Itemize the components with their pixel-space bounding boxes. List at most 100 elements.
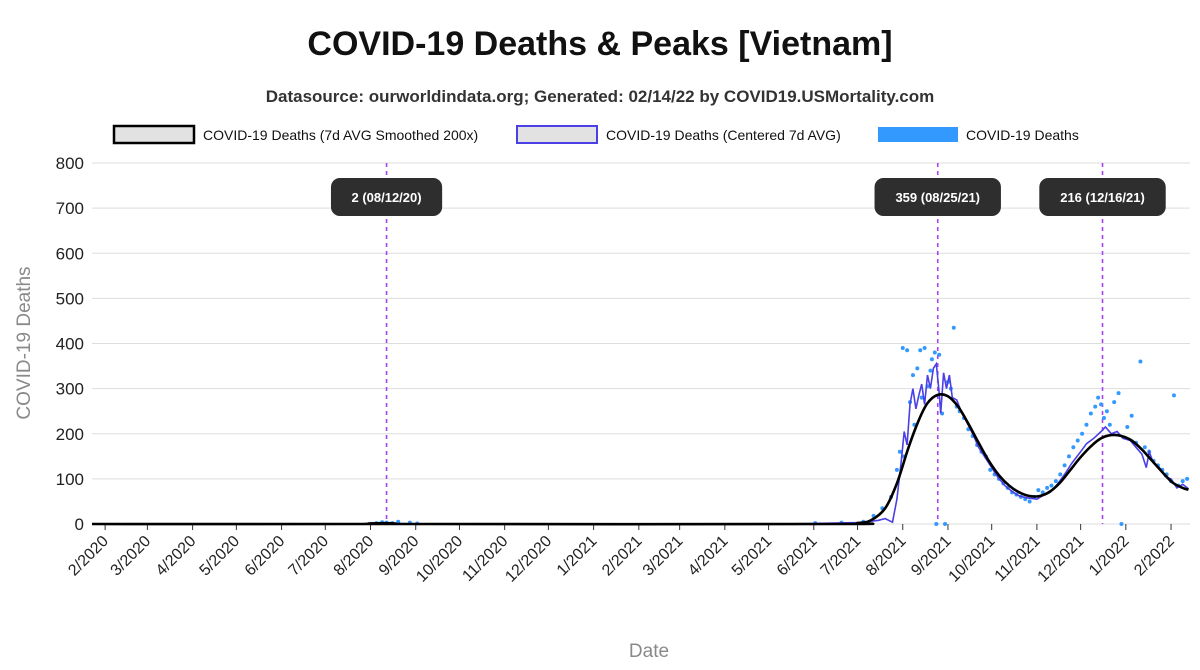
x-tick-label: 12/2021 bbox=[1035, 533, 1088, 586]
legend-swatch-deaths bbox=[878, 127, 958, 142]
deaths-point bbox=[905, 348, 910, 353]
deaths-point bbox=[910, 373, 915, 378]
deaths-point bbox=[1107, 422, 1112, 427]
deaths-point bbox=[1080, 431, 1085, 436]
x-tick-label: 2/2020 bbox=[65, 533, 112, 580]
chart-title: COVID-19 Deaths & Peaks [Vietnam] bbox=[307, 25, 892, 63]
x-tick-label: 2/2021 bbox=[599, 533, 646, 580]
x-tick-label: 11/2020 bbox=[459, 533, 511, 585]
deaths-point bbox=[1142, 445, 1147, 450]
peak-label-box bbox=[330, 178, 443, 216]
deaths-point bbox=[1088, 411, 1093, 416]
x-tick-label: 5/2021 bbox=[729, 533, 776, 580]
x-tick-label: 7/2020 bbox=[286, 533, 333, 580]
deaths-point bbox=[1099, 402, 1104, 407]
y-axis-label: COVID-19 Deaths bbox=[14, 266, 35, 419]
deaths-point bbox=[988, 467, 993, 472]
deaths-point bbox=[934, 522, 939, 526]
deaths-point bbox=[894, 467, 899, 472]
deaths-point bbox=[1129, 413, 1134, 418]
deaths-point bbox=[1101, 415, 1106, 420]
x-tick-label: 6/2021 bbox=[774, 533, 821, 580]
x-tick-label: 10/2021 bbox=[946, 533, 999, 586]
deaths-point bbox=[1049, 483, 1054, 488]
x-tick-label: 8/2020 bbox=[331, 533, 378, 580]
deaths-point bbox=[922, 346, 927, 351]
deaths-point bbox=[1112, 400, 1117, 405]
deaths-point bbox=[1053, 479, 1058, 484]
x-axis-label: Date bbox=[629, 641, 669, 662]
deaths-point bbox=[1071, 445, 1076, 450]
deaths-point bbox=[932, 350, 937, 355]
deaths-point bbox=[1180, 479, 1185, 484]
deaths-point bbox=[929, 357, 934, 362]
legend: COVID-19 Deaths (7d AVG Smoothed 200x) C… bbox=[112, 124, 1079, 145]
deaths-point bbox=[1104, 409, 1109, 414]
y-axis-ticks: 0 100 200 300 400 500 600 700 800 bbox=[56, 154, 84, 534]
y-tick-label: 600 bbox=[56, 244, 84, 263]
x-tick-label: 10/2020 bbox=[413, 533, 466, 586]
x-tick-label: 3/2021 bbox=[640, 533, 687, 580]
x-tick-label: 7/2021 bbox=[818, 533, 865, 580]
y-tick-label: 500 bbox=[56, 289, 84, 308]
y-tick-label: 700 bbox=[56, 199, 84, 218]
deaths-point bbox=[1096, 395, 1101, 400]
y-tick-label: 0 bbox=[75, 515, 84, 534]
y-tick-label: 100 bbox=[56, 470, 84, 489]
deaths-point bbox=[1116, 391, 1121, 396]
x-tick-label: 4/2020 bbox=[153, 533, 200, 580]
legend-label-smoothed: COVID-19 Deaths (7d AVG Smoothed 200x) bbox=[203, 127, 478, 143]
x-tick-label: 11/2021 bbox=[992, 533, 1044, 585]
x-tick-label: 3/2020 bbox=[108, 533, 155, 580]
deaths-point bbox=[1062, 463, 1067, 468]
y-tick-label: 200 bbox=[56, 425, 84, 444]
peak-label-box bbox=[1039, 178, 1166, 216]
deaths-point bbox=[928, 368, 933, 373]
deaths-point bbox=[943, 522, 948, 526]
deaths-point bbox=[1119, 522, 1124, 526]
deaths-point bbox=[1093, 404, 1098, 409]
x-tick-label: 1/2021 bbox=[554, 533, 601, 580]
deaths-point bbox=[937, 352, 942, 357]
x-tick-label: 6/2020 bbox=[242, 533, 289, 580]
legend-swatch-centered bbox=[516, 125, 598, 144]
deaths-point bbox=[915, 366, 920, 371]
deaths-point bbox=[1027, 499, 1032, 504]
deaths-point bbox=[1084, 422, 1089, 427]
deaths-point bbox=[1040, 490, 1045, 495]
deaths-point bbox=[1058, 472, 1063, 477]
deaths-point bbox=[1066, 454, 1071, 459]
peak-label: 359 (08/25/21) bbox=[895, 190, 980, 205]
x-tick-label: 1/2022 bbox=[1086, 533, 1133, 580]
x-tick-label: 2/2022 bbox=[1131, 533, 1178, 580]
deaths-point bbox=[1125, 424, 1130, 429]
deaths-point bbox=[1036, 488, 1041, 493]
chart-subtitle: Datasource: ourworldindata.org; Generate… bbox=[266, 87, 935, 106]
x-tick-label: 8/2021 bbox=[863, 533, 910, 580]
x-tick-label: 5/2020 bbox=[197, 533, 244, 580]
deaths-point bbox=[900, 346, 905, 351]
peak-label: 216 (12/16/21) bbox=[1060, 190, 1145, 205]
deaths-point bbox=[951, 325, 956, 330]
deaths-point bbox=[1185, 476, 1190, 481]
deaths-point bbox=[1171, 393, 1176, 398]
x-tick-label: 4/2021 bbox=[685, 533, 732, 580]
deaths-point bbox=[918, 348, 923, 353]
peak-labels: 2 (08/12/20) 359 (08/25/21) 216 (12/16/21) bbox=[330, 178, 1166, 216]
peak-label: 2 (08/12/20) bbox=[351, 190, 421, 205]
deaths-point bbox=[897, 449, 902, 454]
y-tick-label: 400 bbox=[56, 335, 84, 354]
legend-label-centered: COVID-19 Deaths (Centered 7d AVG) bbox=[606, 127, 841, 143]
y-tick-label: 800 bbox=[56, 154, 84, 173]
smoothed-avg-line bbox=[91, 393, 1189, 526]
deaths-point bbox=[1075, 438, 1080, 443]
legend-swatch-smoothed bbox=[112, 124, 196, 145]
y-tick-label: 300 bbox=[56, 380, 84, 399]
deaths-points bbox=[374, 325, 1190, 526]
x-tick-label: 12/2020 bbox=[502, 533, 555, 586]
deaths-point bbox=[1138, 359, 1143, 364]
x-axis-ticks: 2/20203/20204/20205/20206/20207/20208/20… bbox=[65, 524, 1178, 586]
legend-label-deaths: COVID-19 Deaths bbox=[966, 127, 1079, 143]
peak-label-box bbox=[874, 178, 1001, 216]
